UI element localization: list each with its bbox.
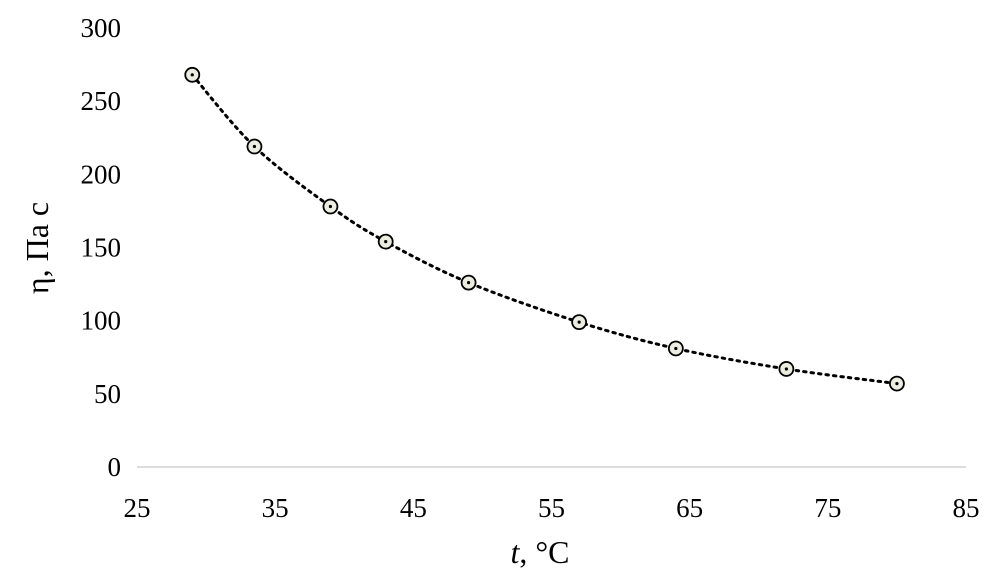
data-point-center bbox=[577, 320, 581, 324]
x-tick-label: 65 bbox=[676, 493, 703, 523]
x-tick-label: 75 bbox=[814, 493, 841, 523]
y-tick-label: 200 bbox=[81, 159, 122, 189]
y-axis-title: η, Па с bbox=[19, 202, 55, 294]
x-tick-label: 45 bbox=[400, 493, 427, 523]
data-point-center bbox=[252, 144, 257, 149]
trendline bbox=[190, 73, 899, 386]
data-point-center bbox=[784, 367, 788, 371]
y-tick-label: 250 bbox=[81, 86, 122, 116]
y-tick-label: 150 bbox=[81, 233, 122, 263]
x-tick-label: 85 bbox=[953, 493, 980, 523]
y-tick-label: 100 bbox=[81, 306, 122, 336]
data-point-center bbox=[674, 346, 678, 351]
x-tick-label: 55 bbox=[538, 493, 565, 523]
x-tick-labels: 25 35 45 55 65 75 85 bbox=[124, 493, 980, 523]
y-tick-label: 0 bbox=[108, 452, 122, 482]
data-points bbox=[184, 66, 905, 392]
y-tick-labels: 0 50 100 150 200 250 300 bbox=[81, 13, 122, 482]
data-point-center bbox=[190, 73, 194, 77]
data-point-center bbox=[328, 204, 333, 209]
data-point-center bbox=[895, 381, 899, 386]
y-tick-label: 50 bbox=[94, 379, 121, 409]
x-tick-label: 35 bbox=[262, 493, 289, 523]
x-axis-title: t, °C bbox=[510, 534, 569, 570]
data-point-center bbox=[384, 240, 388, 244]
y-tick-label: 300 bbox=[81, 13, 122, 43]
data-point-center bbox=[467, 281, 471, 285]
x-tick-label: 25 bbox=[124, 493, 151, 523]
